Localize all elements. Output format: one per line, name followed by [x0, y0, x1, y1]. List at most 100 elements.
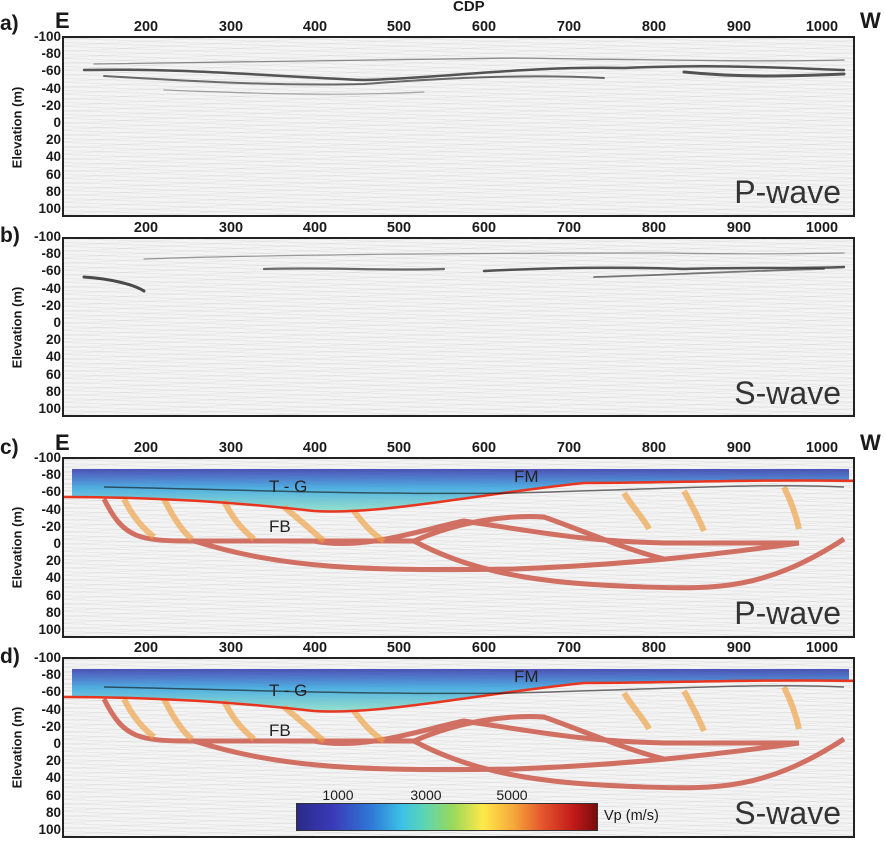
y-tick-label: 100 [38, 201, 61, 216]
y-tick-label: 0 [53, 736, 61, 751]
x-tick-label: 200 [133, 220, 159, 236]
annotation-fm-c: FM [514, 467, 539, 486]
y-tick-label: 60 [45, 787, 61, 803]
x-tick-label: 400 [302, 440, 328, 456]
y-tick-label: 40 [45, 570, 61, 586]
annotation-tg-d: T - G [269, 681, 308, 700]
y-tick-label: -20 [41, 518, 61, 534]
y-tick-label: -80 [41, 467, 61, 483]
panel-label-d: d) [0, 645, 20, 668]
x-tick-label: 700 [556, 220, 582, 236]
y-tick-label: 40 [45, 149, 61, 165]
seismic-panel-a: P-wave [62, 36, 855, 217]
reflections-a [82, 57, 846, 95]
y-axis-title-b: Elevation (m) [9, 286, 25, 369]
x-tick-label: 1000 [805, 440, 839, 456]
y-tick-label: 20 [45, 332, 61, 348]
y-tick-label: -40 [41, 280, 61, 296]
y-tick-label: 100 [38, 622, 61, 637]
tomography-c [64, 469, 853, 591]
colorbar-tick-1000: 1000 [322, 787, 354, 803]
y-axis-title-a: Elevation (m) [9, 86, 25, 169]
reflections-b [82, 252, 846, 293]
west-label-c: W [860, 430, 881, 455]
east-label-c: E [55, 430, 70, 455]
x-tick-label: 500 [386, 640, 412, 656]
x-tick-label: 300 [218, 220, 244, 236]
y-tick-label: 20 [45, 553, 61, 569]
y-tick-label: -40 [41, 80, 61, 96]
y-tick-label: -100 [33, 29, 61, 44]
x-tick-label: 900 [726, 220, 752, 236]
velocity-colorbar [296, 803, 598, 831]
x-tick-label: 900 [726, 19, 752, 35]
y-tick-label: 20 [45, 132, 61, 148]
wave-label-d: S-wave [734, 795, 841, 831]
y-tick-label: 40 [45, 349, 61, 365]
colorbar-tick-3000: 3000 [410, 787, 442, 803]
x-tick-label: 700 [556, 440, 582, 456]
y-tick-label: -40 [41, 701, 61, 717]
x-tick-label: 1000 [805, 640, 839, 656]
x-tick-label: 200 [133, 19, 159, 35]
y-tick-label: -60 [41, 63, 61, 79]
panel-label-b: b) [0, 224, 20, 247]
y-tick-label: -80 [41, 46, 61, 62]
x-tick-label: 300 [218, 440, 244, 456]
x-tick-label: 900 [726, 640, 752, 656]
y-axis-title-d: Elevation (m) [9, 706, 25, 789]
y-tick-label: -60 [41, 484, 61, 500]
y-tick-label: -100 [33, 450, 61, 465]
tomography-d [64, 669, 853, 791]
west-label-a: W [860, 8, 881, 33]
y-tick-label: -40 [41, 501, 61, 517]
y-tick-label: 80 [45, 604, 61, 620]
x-tick-label: 600 [471, 640, 497, 656]
wave-label-a: P-wave [734, 174, 841, 210]
x-tick-label: 600 [471, 220, 497, 236]
y-tick-label: 40 [45, 770, 61, 786]
y-tick-label: 80 [45, 383, 61, 399]
annotation-fm-d: FM [514, 667, 539, 686]
y-tick-label: -20 [41, 97, 61, 113]
y-tick-label: -20 [41, 297, 61, 313]
annotation-fb-d: FB [269, 721, 291, 740]
y-tick-label: 0 [53, 115, 61, 130]
y-tick-label: 60 [45, 587, 61, 603]
y-tick-label: -60 [41, 263, 61, 279]
x-tick-label: 200 [133, 640, 159, 656]
y-tick-label: 20 [45, 753, 61, 769]
seismic-panel-b: S-wave [62, 237, 855, 417]
x-tick-label: 800 [641, 19, 667, 35]
y-tick-label: -20 [41, 718, 61, 734]
x-tick-label: 600 [471, 19, 497, 35]
y-tick-label: 0 [53, 315, 61, 330]
tomography-panel-c: T - G FM FB P-wave [62, 457, 855, 638]
x-tick-label: 400 [302, 19, 328, 35]
annotation-fb-c: FB [269, 517, 291, 536]
x-tick-label: 900 [726, 440, 752, 456]
x-tick-label: 800 [641, 640, 667, 656]
y-tick-label: -60 [41, 684, 61, 700]
y-axis-title-c: Elevation (m) [9, 506, 25, 589]
x-axis-title: CDP [453, 0, 485, 15]
x-tick-label: 500 [386, 220, 412, 236]
y-tick-label: 60 [45, 366, 61, 382]
x-tick-label: 1000 [805, 220, 839, 236]
x-tick-label: 800 [641, 220, 667, 236]
y-tick-label: 80 [45, 804, 61, 820]
y-tick-label: 60 [45, 166, 61, 182]
y-tick-label: -100 [33, 650, 61, 665]
x-tick-label: 400 [302, 220, 328, 236]
wave-label-c: P-wave [734, 595, 841, 631]
panel-label-a: a) [0, 12, 19, 35]
east-label-a: E [55, 8, 70, 33]
y-tick-label: 100 [38, 822, 61, 837]
x-tick-label: 300 [218, 640, 244, 656]
y-tick-label: -80 [41, 667, 61, 683]
y-tick-label: 80 [45, 183, 61, 199]
x-tick-label: 500 [386, 19, 412, 35]
y-tick-label: 100 [38, 401, 61, 416]
x-tick-label: 400 [302, 640, 328, 656]
annotation-tg-c: T - G [269, 477, 308, 496]
